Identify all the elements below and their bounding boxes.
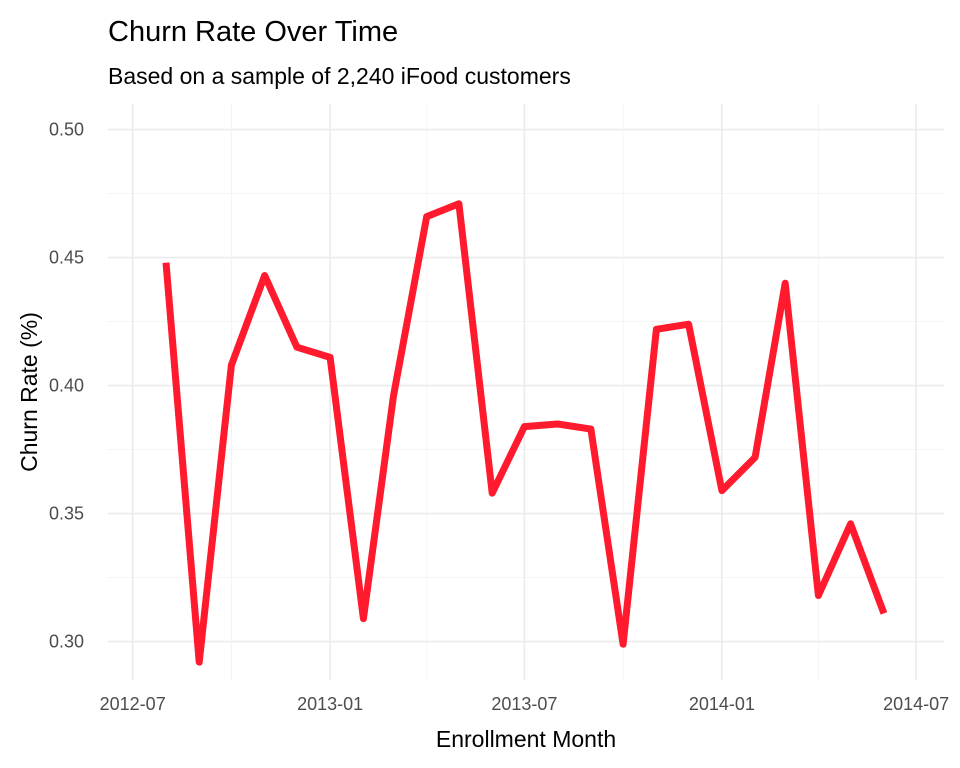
chart-title: Churn Rate Over Time	[108, 16, 398, 48]
y-tick-label: 0.35	[49, 504, 84, 524]
series-layer	[162, 200, 888, 666]
x-tick-labels: 2012-07 2013-01 2013-07 2014-01 2014-07	[100, 694, 949, 714]
y-tick-label: 0.50	[49, 120, 84, 140]
y-axis-title: Churn Rate (%)	[16, 312, 42, 472]
y-tick-label: 0.45	[49, 248, 84, 268]
x-tick-label: 2012-07	[100, 694, 166, 714]
x-tick-label: 2014-01	[689, 694, 755, 714]
chart-subtitle: Based on a sample of 2,240 iFood custome…	[108, 63, 571, 89]
x-tick-label: 2014-07	[883, 694, 949, 714]
y-tick-label: 0.30	[49, 632, 84, 652]
x-tick-label: 2013-01	[297, 694, 363, 714]
x-axis-title: Enrollment Month	[436, 726, 616, 752]
grid-lines	[108, 104, 944, 680]
x-tick-label: 2013-07	[491, 694, 557, 714]
series-line	[162, 200, 888, 666]
y-tick-label: 0.40	[49, 376, 84, 396]
y-tick-labels: 0.30 0.35 0.40 0.45 0.50	[49, 120, 84, 652]
